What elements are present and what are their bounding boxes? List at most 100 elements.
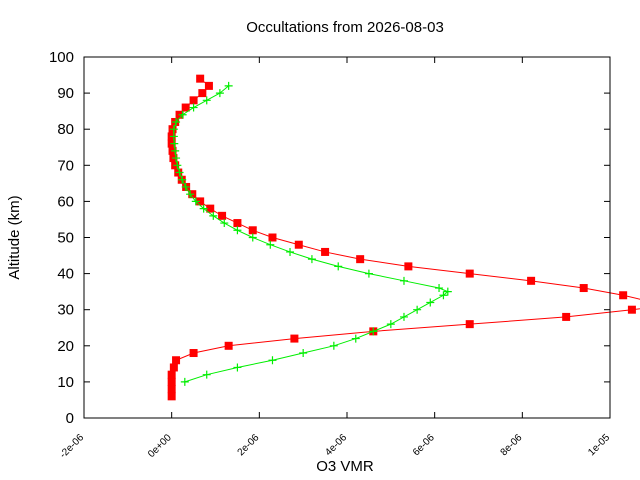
data-point bbox=[627, 305, 636, 314]
x-tick-label: 4e-06 bbox=[323, 432, 349, 458]
series-1 bbox=[167, 74, 640, 401]
data-point bbox=[435, 284, 444, 293]
data-point bbox=[399, 312, 408, 321]
data-point bbox=[196, 197, 205, 206]
data-point bbox=[294, 240, 303, 249]
data-point bbox=[178, 110, 187, 119]
y-tick-label: 0 bbox=[66, 410, 74, 427]
data-point bbox=[215, 89, 224, 98]
data-point bbox=[209, 211, 218, 220]
data-point bbox=[170, 139, 179, 148]
y-tick-label: 80 bbox=[57, 121, 74, 138]
data-point bbox=[178, 175, 187, 184]
data-point bbox=[465, 269, 474, 278]
series-2 bbox=[169, 81, 452, 386]
data-point bbox=[290, 334, 299, 343]
chart-marks bbox=[167, 74, 640, 401]
data-point bbox=[167, 377, 176, 386]
data-point bbox=[399, 276, 408, 285]
data-point bbox=[169, 132, 178, 141]
data-point bbox=[248, 226, 257, 235]
data-point bbox=[189, 103, 198, 112]
data-point bbox=[189, 96, 198, 105]
data-point bbox=[206, 204, 215, 213]
y-tick-label: 20 bbox=[57, 338, 74, 355]
data-point bbox=[172, 117, 181, 126]
y-tick-label: 10 bbox=[57, 374, 74, 391]
data-point bbox=[218, 211, 227, 220]
data-point bbox=[233, 226, 242, 235]
data-point bbox=[579, 284, 588, 293]
data-point bbox=[404, 262, 413, 271]
data-point bbox=[169, 125, 178, 134]
x-tick-label: 6e-06 bbox=[411, 432, 437, 458]
y-axis-label-group: Altitude (km) bbox=[6, 195, 23, 279]
data-point bbox=[386, 320, 395, 329]
data-point bbox=[167, 370, 176, 379]
y-tick-label: 50 bbox=[57, 230, 74, 247]
data-point bbox=[233, 363, 242, 372]
data-point bbox=[191, 197, 200, 206]
y-tick-label: 30 bbox=[57, 302, 74, 319]
y-tick-label: 60 bbox=[57, 193, 74, 210]
data-point bbox=[426, 298, 435, 307]
y-axis-label: Altitude (km) bbox=[6, 195, 23, 279]
data-point bbox=[202, 370, 211, 379]
data-point bbox=[413, 305, 422, 314]
data-point bbox=[224, 81, 233, 90]
data-point bbox=[173, 161, 182, 170]
x-tick-label: 0e+00 bbox=[146, 432, 174, 460]
data-point bbox=[169, 363, 178, 372]
data-point bbox=[220, 219, 229, 228]
data-point bbox=[268, 233, 277, 242]
series-line bbox=[171, 78, 640, 397]
x-tick-label: 2e-06 bbox=[236, 432, 262, 458]
data-point bbox=[198, 89, 207, 98]
data-point bbox=[465, 320, 474, 329]
y-tick-label: 70 bbox=[57, 157, 74, 174]
data-point bbox=[299, 349, 308, 358]
data-point bbox=[329, 341, 338, 350]
data-point bbox=[527, 276, 536, 285]
chart-title: Occultations from 2026-08-03 bbox=[246, 19, 444, 36]
y-tick-label: 90 bbox=[57, 85, 74, 102]
x-tick-label: 8e-06 bbox=[499, 432, 525, 458]
data-point bbox=[439, 291, 448, 300]
data-point bbox=[369, 327, 378, 336]
data-point bbox=[286, 247, 295, 256]
y-tick-label: 100 bbox=[49, 49, 74, 66]
data-point bbox=[172, 154, 181, 163]
y-tick-label: 40 bbox=[57, 266, 74, 283]
data-point bbox=[180, 377, 189, 386]
data-point bbox=[175, 168, 184, 177]
data-point bbox=[167, 392, 176, 401]
data-point bbox=[224, 341, 233, 350]
data-point bbox=[189, 349, 198, 358]
x-axis-label: O3 VMR bbox=[316, 458, 374, 475]
data-point bbox=[167, 385, 176, 394]
data-point bbox=[204, 81, 213, 90]
data-point bbox=[181, 182, 190, 191]
plot-frame bbox=[83, 56, 611, 419]
x-tick-label: -2e-06 bbox=[58, 432, 87, 461]
data-point bbox=[356, 255, 365, 264]
data-point bbox=[321, 247, 330, 256]
data-point bbox=[334, 262, 343, 271]
data-point bbox=[248, 233, 257, 242]
data-point bbox=[181, 103, 190, 112]
data-point bbox=[619, 291, 628, 300]
data-point bbox=[443, 287, 452, 296]
chart-ticks: 0 10 20 30 40 50 60 70 80 90 100 -2e-06 0e+00 2e-06 4e… bbox=[49, 49, 612, 461]
data-point bbox=[171, 146, 180, 155]
data-point bbox=[307, 255, 316, 264]
data-point bbox=[351, 334, 360, 343]
data-point bbox=[196, 74, 205, 83]
x-tick-label: 1e-05 bbox=[586, 432, 612, 458]
data-point bbox=[199, 204, 208, 213]
data-point bbox=[266, 240, 275, 249]
data-point bbox=[233, 219, 242, 228]
data-point bbox=[186, 190, 195, 199]
data-point bbox=[202, 96, 211, 105]
data-point bbox=[364, 269, 373, 278]
